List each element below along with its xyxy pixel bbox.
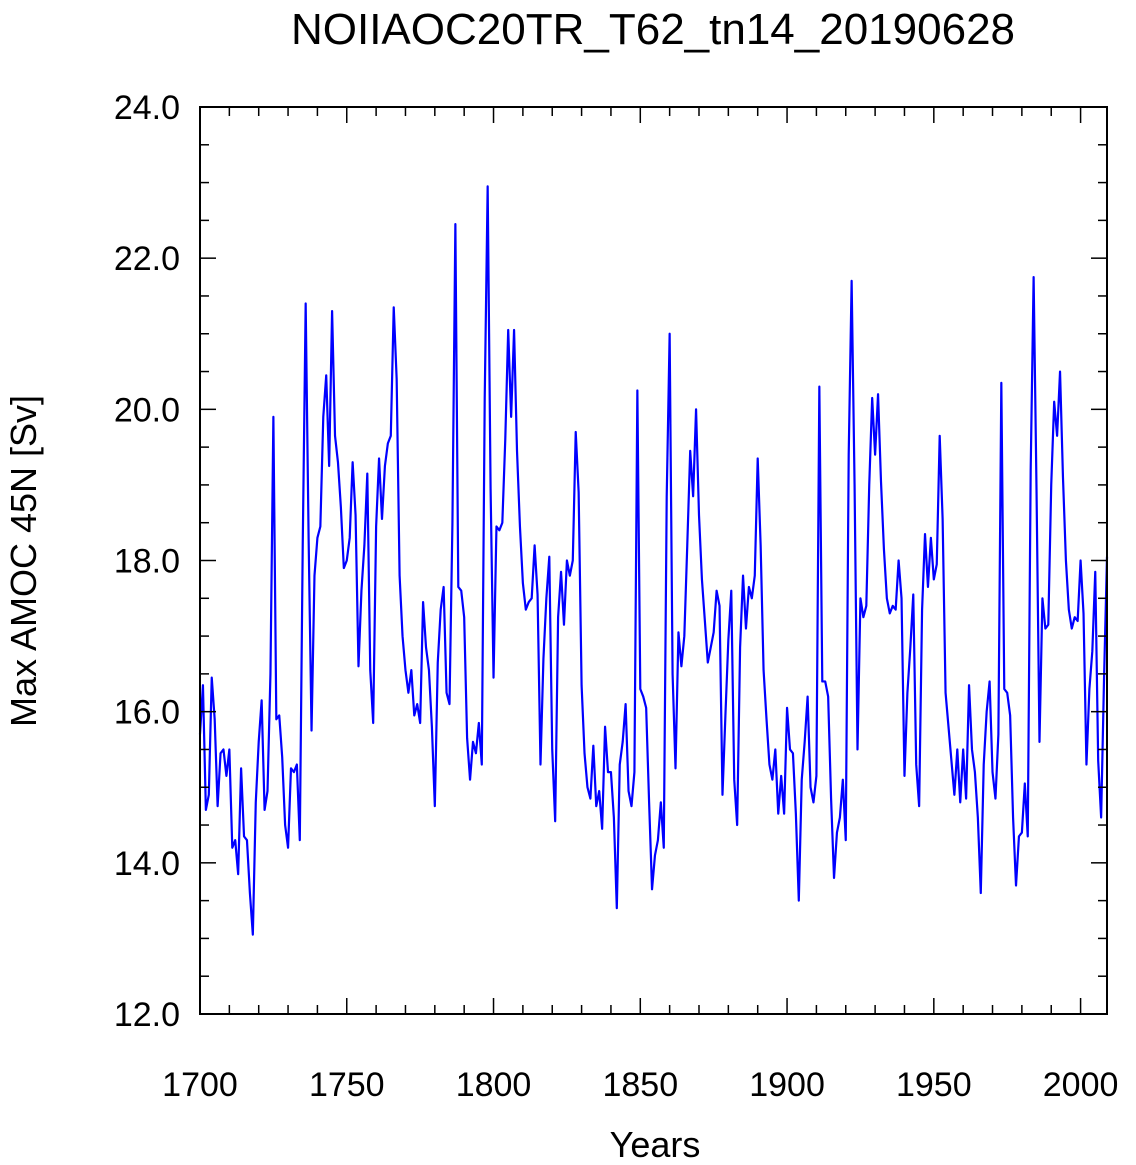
y-tick-label: 12.0 — [114, 996, 180, 1034]
x-axis-label: Years — [610, 1124, 701, 1165]
x-tick-label: 1750 — [309, 1066, 385, 1104]
x-tick-label: 1700 — [162, 1066, 238, 1104]
y-tick-label: 20.0 — [114, 391, 180, 429]
y-axis-label: Max AMOC 45N [Sv] — [3, 395, 44, 727]
x-tick-label: 1900 — [749, 1066, 825, 1104]
y-tick-label: 14.0 — [114, 845, 180, 883]
y-tick-labels: 12.0 14.0 16.0 18.0 20.0 22.0 24.0 — [114, 89, 180, 1034]
x-tick-labels: 1700 1750 1800 1850 1900 1950 2000 — [162, 1066, 1118, 1104]
plot-area — [198, 185, 1109, 936]
y-tick-label: 18.0 — [114, 543, 180, 581]
x-tick-label: 2000 — [1043, 1066, 1119, 1104]
plot-frame — [199, 106, 1108, 1015]
y-tick-label: 24.0 — [114, 89, 180, 127]
chart-title: NOIIAOC20TR_T62_tn14_20190628 — [291, 5, 1015, 54]
x-tick-label: 1950 — [896, 1066, 972, 1104]
y-tick-label: 16.0 — [114, 694, 180, 732]
axis-ticks — [199, 106, 1107, 1015]
x-tick-label: 1800 — [456, 1066, 532, 1104]
y-tick-label: 22.0 — [114, 240, 180, 278]
x-tick-label: 1850 — [602, 1066, 678, 1104]
series-line-0 — [198, 185, 1109, 936]
